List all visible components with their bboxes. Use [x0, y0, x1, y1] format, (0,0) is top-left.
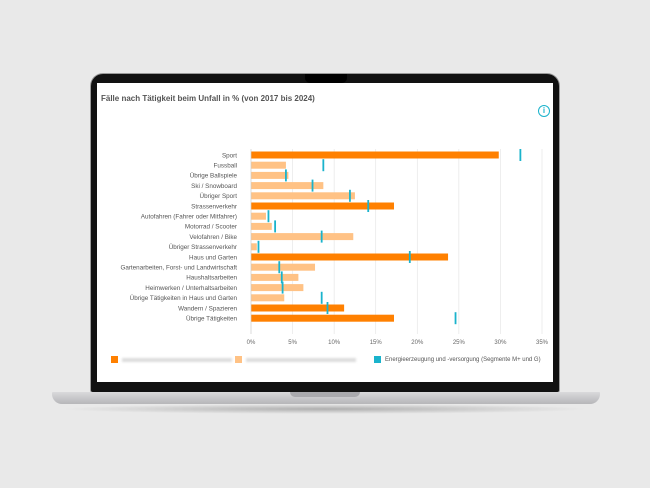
- x-tick-label: 15%: [370, 340, 383, 346]
- marker: [267, 210, 270, 223]
- bar: [251, 273, 299, 281]
- x-tick-label: 20%: [411, 340, 424, 346]
- info-icon[interactable]: i: [538, 105, 550, 117]
- marker: [320, 291, 323, 304]
- bar: [251, 212, 266, 220]
- legend-item-2[interactable]: [235, 356, 356, 363]
- marker: [285, 169, 287, 182]
- category-label: Übriger Sport: [200, 192, 238, 200]
- marker: [408, 251, 411, 263]
- bar: [251, 233, 354, 241]
- x-tick-label: 35%: [536, 340, 549, 346]
- category-label: Velofahren / Bike: [189, 234, 237, 241]
- marker: [274, 220, 277, 233]
- marker: [322, 159, 325, 172]
- legend-label-blurred: [122, 357, 232, 362]
- bar: [251, 314, 395, 322]
- category-label: Motorrad / Scooter: [185, 224, 237, 231]
- category-label: Fussball: [214, 163, 237, 170]
- marker: [280, 271, 283, 284]
- legend-item-3[interactable]: Energieerzeugung und -versorgung (Segmen…: [374, 356, 541, 363]
- bar: [251, 151, 499, 159]
- marker: [320, 230, 323, 243]
- bar: [251, 294, 285, 302]
- laptop-shadow: [60, 404, 590, 414]
- category-label: Heimwerken / Unterhaltsarbeiten: [145, 285, 237, 292]
- bar: [251, 222, 272, 230]
- bar: [251, 161, 286, 169]
- bar: [251, 202, 395, 210]
- category-label: Übrige Tätigkeiten: [186, 315, 237, 323]
- category-label: Haus und Garten: [189, 254, 237, 261]
- marker: [257, 240, 260, 253]
- bar: [251, 192, 355, 200]
- bar: [251, 171, 289, 179]
- category-label: Wandern / Spazieren: [178, 305, 237, 312]
- bar: [251, 182, 324, 190]
- category-label: Gartenarbeiten, Forst- und Landwirtschaf…: [120, 265, 237, 272]
- category-label: Haushaltsarbeiten: [186, 275, 237, 282]
- marker: [326, 302, 329, 314]
- x-tick-label: 10%: [328, 340, 341, 346]
- x-tick-label: 0%: [247, 340, 256, 346]
- legend-item-1[interactable]: [111, 356, 232, 363]
- category-label: Sport: [222, 152, 237, 159]
- legend-label: Energieerzeugung und -versorgung (Segmen…: [385, 356, 541, 363]
- bar: [251, 253, 449, 261]
- x-tick-label: 25%: [453, 340, 466, 346]
- bar: [251, 263, 316, 271]
- laptop-base: [52, 392, 600, 404]
- marker: [278, 261, 281, 274]
- screen: [97, 83, 553, 382]
- bar: [251, 243, 257, 251]
- marker: [367, 200, 370, 212]
- marker: [311, 179, 314, 192]
- x-tick-label: 5%: [288, 340, 297, 346]
- category-label: Übriger Strassenverkehr: [169, 243, 237, 251]
- category-label: Übrige Ballspiele: [190, 172, 238, 180]
- legend-swatch: [111, 356, 118, 363]
- camera-notch: [305, 74, 347, 83]
- bar: [251, 304, 345, 312]
- marker: [454, 312, 457, 325]
- category-label: Übrige Tätigkeiten in Haus und Garten: [130, 294, 238, 302]
- category-label: Strassenverkehr: [191, 203, 237, 210]
- legend-label-blurred: [246, 357, 356, 362]
- marker: [281, 281, 284, 294]
- category-label: Ski / Snowboard: [191, 183, 237, 190]
- bar: [251, 284, 304, 292]
- category-label: Autofahren (Fahrer oder Mitfahrer): [141, 214, 237, 221]
- legend-swatch: [374, 356, 381, 363]
- laptop-base-notch: [290, 392, 360, 397]
- marker: [349, 189, 351, 202]
- legend-swatch: [235, 356, 242, 363]
- marker: [519, 149, 522, 161]
- x-tick-label: 30%: [494, 340, 507, 346]
- chart-title: Fälle nach Tätigkeit beim Unfall in % (v…: [101, 94, 315, 103]
